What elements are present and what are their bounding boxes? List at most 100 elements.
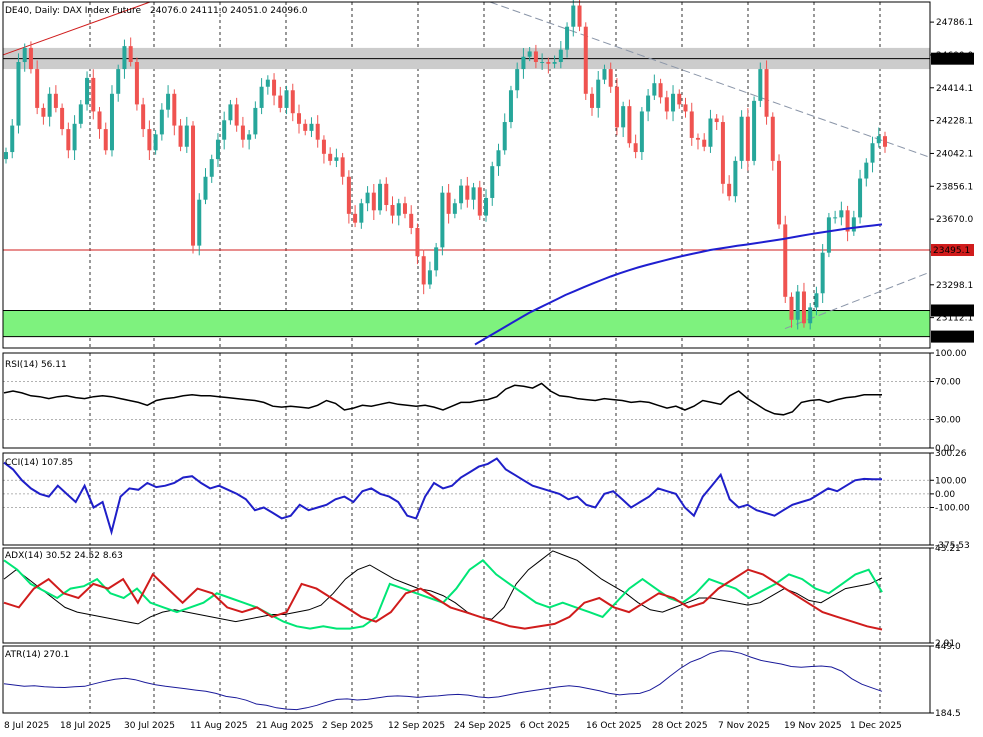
candle-body[interactable] [720,122,725,184]
candle-body[interactable] [533,51,538,63]
candle-body[interactable] [303,123,308,131]
candle-body[interactable] [134,62,139,105]
candle-body[interactable] [247,134,252,140]
candle-body[interactable] [484,197,489,216]
candle-body[interactable] [172,93,177,126]
candle-body[interactable] [427,270,432,285]
candle-body[interactable] [421,256,426,285]
candle-body[interactable] [627,106,632,144]
indicator-panels[interactable] [3,381,930,711]
candle-body[interactable] [402,203,407,214]
candle-body[interactable] [571,5,576,27]
candle-body[interactable] [297,113,301,124]
candle-body[interactable] [602,69,607,80]
candle-body[interactable] [390,205,395,216]
candle-body[interactable] [801,291,806,324]
candle-body[interactable] [91,77,96,112]
candle-body[interactable] [814,293,819,308]
candle-body[interactable] [465,185,470,200]
candle-body[interactable] [284,90,289,108]
candle-body[interactable] [166,93,171,110]
candle-body[interactable] [608,69,613,87]
candle-body[interactable] [702,139,707,147]
candle-body[interactable] [409,213,414,228]
candle-body[interactable] [540,62,545,64]
candle-body[interactable] [870,143,875,163]
candle-body[interactable] [664,97,669,112]
candle-body[interactable] [191,125,196,246]
price-panel[interactable] [2,0,931,346]
candle-body[interactable] [22,47,27,63]
candle-body[interactable] [446,192,451,214]
candle-body[interactable] [384,183,389,206]
candle-body[interactable] [708,118,713,147]
candle-body[interactable] [770,116,775,161]
candle-body[interactable] [477,187,482,216]
candle-body[interactable] [521,56,526,70]
candle-body[interactable] [459,185,464,204]
candle-body[interactable] [614,86,619,128]
candle-body[interactable] [752,100,757,161]
candle-body[interactable] [739,116,744,161]
candle-body[interactable] [35,69,40,108]
candle-body[interactable] [621,106,626,128]
candle-body[interactable] [745,116,750,161]
candle-body[interactable] [845,210,850,232]
candle-body[interactable] [228,104,233,121]
candle-body[interactable] [265,79,270,87]
candle-body[interactable] [321,139,326,154]
candle-body[interactable] [197,199,202,246]
candle-body[interactable] [353,213,358,223]
candle-body[interactable] [47,93,52,117]
candle-body[interactable] [396,203,401,216]
candle-body[interactable] [546,62,551,64]
candle-body[interactable] [272,79,277,96]
candle-body[interactable] [309,123,314,131]
candle-body[interactable] [28,47,33,70]
candle-body[interactable] [259,86,264,108]
candle-body[interactable] [215,139,220,160]
candle-body[interactable] [109,93,114,151]
candle-body[interactable] [371,192,376,211]
candle-body[interactable] [727,183,732,197]
candle-body[interactable] [689,111,694,138]
candle-body[interactable] [378,183,383,211]
candle-body[interactable] [839,210,844,218]
candle-body[interactable] [639,111,644,153]
candle-body[interactable] [209,159,214,177]
candle-body[interactable] [359,203,364,223]
candle-body[interactable] [876,136,881,144]
candle-body[interactable] [677,93,682,105]
candle-body[interactable] [452,203,457,214]
candle-body[interactable] [315,123,320,140]
candle-body[interactable] [590,93,594,108]
candle-body[interactable] [683,104,688,112]
candle-body[interactable] [658,83,663,98]
candle-body[interactable] [565,26,570,50]
candle-body[interactable] [851,217,856,232]
candle-body[interactable] [764,69,769,117]
candle-body[interactable] [883,136,887,147]
candle-body[interactable] [41,107,46,117]
candle-body[interactable] [583,26,588,94]
candle-body[interactable] [66,129,71,151]
candle-body[interactable] [72,123,77,151]
candle-body[interactable] [440,192,445,248]
candle-body[interactable] [496,150,501,167]
candle-body[interactable] [122,46,127,70]
candle-body[interactable] [334,157,339,161]
candle-body[interactable] [128,46,133,63]
candle-body[interactable] [652,83,657,96]
candle-body[interactable] [783,224,788,297]
candle-body[interactable] [85,77,90,105]
candle-body[interactable] [596,79,601,108]
candle-body[interactable] [826,217,831,253]
candle-body[interactable] [103,129,108,151]
candle-body[interactable] [4,152,8,160]
candle-body[interactable] [695,137,700,140]
candle-body[interactable] [633,143,638,153]
candle-body[interactable] [147,129,152,151]
candle-body[interactable] [184,125,189,147]
candle-body[interactable] [153,134,158,151]
candle-body[interactable] [490,166,495,198]
